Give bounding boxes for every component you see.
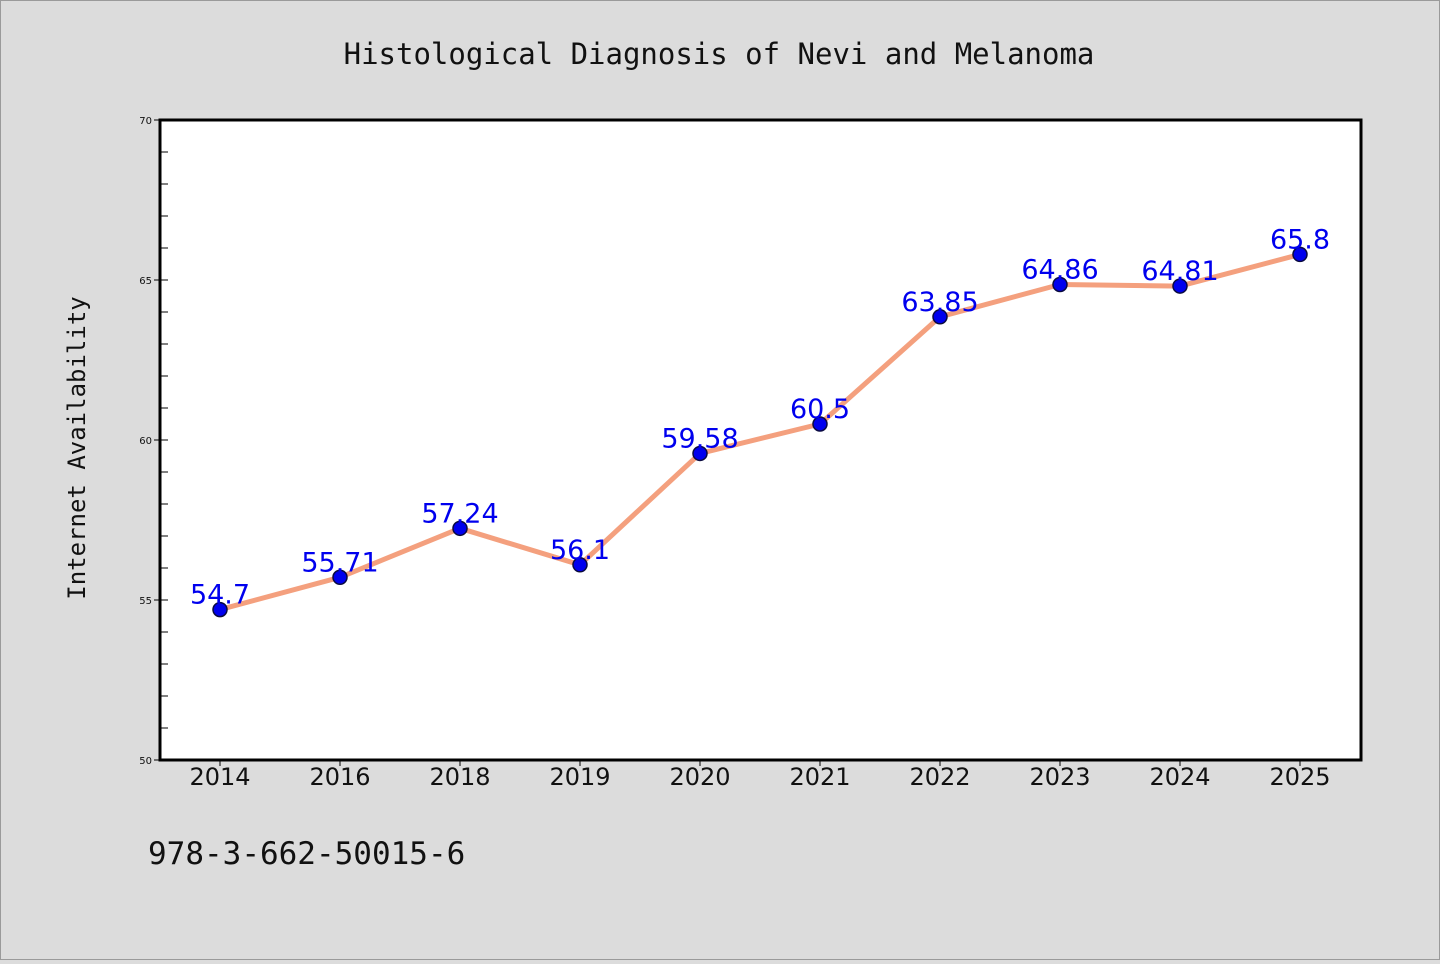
data-point	[1172, 278, 1188, 294]
data-label: 54.7	[190, 580, 250, 611]
isbn-text: 978-3-662-50015-6	[148, 836, 465, 872]
data-labels: 54.7 55.71 57.24 56.1 59.58 60.5 63.85 64.86 64.…	[190, 224, 1330, 610]
data-point	[692, 445, 708, 462]
data-point	[572, 557, 588, 573]
plot-border	[158, 118, 1363, 762]
data-point	[812, 416, 828, 432]
x-tick-label: 2021	[789, 763, 850, 791]
y-tick-label: 65	[139, 276, 152, 287]
data-label: 60.5	[790, 394, 850, 425]
data-point	[212, 601, 228, 618]
data-point	[1052, 276, 1068, 293]
x-tick-label: 2023	[1029, 763, 1090, 791]
data-label: 56.1	[550, 535, 610, 566]
y-axis-label: Internet Availability	[63, 296, 91, 599]
y-tick-label: 55	[139, 596, 152, 607]
chart-title: Histological Diagnosis of Nevi and Melan…	[344, 37, 1095, 71]
y-tick-label: 70	[139, 116, 152, 127]
series-line	[217, 251, 1303, 613]
data-point	[1292, 246, 1308, 263]
series-markers	[212, 246, 1308, 618]
y-tick-label: 50	[139, 756, 152, 767]
x-tick-label: 2024	[1149, 763, 1210, 791]
x-tick-label: 2018	[429, 763, 490, 791]
x-tick-label: 2016	[309, 763, 370, 791]
data-point	[932, 309, 948, 325]
data-label: 64.86	[1021, 254, 1098, 285]
data-point	[332, 569, 348, 586]
x-tick-label: 2022	[909, 763, 970, 791]
x-tick-label: 2019	[549, 763, 610, 791]
data-label: 59.58	[661, 423, 738, 454]
y-tick-label: 60	[139, 436, 152, 447]
x-axis-ticks: 2014 2016 2018 2019 2020 2021 2022 2023 2024 2025	[189, 760, 1331, 791]
data-label: 55.71	[301, 547, 378, 578]
data-point	[452, 520, 468, 537]
data-label: 57.24	[421, 498, 498, 529]
data-label: 63.85	[901, 287, 978, 318]
x-tick-label: 2020	[669, 763, 730, 791]
x-tick-label: 2025	[1269, 763, 1330, 791]
data-label: 64.81	[1141, 256, 1218, 287]
x-tick-label: 2014	[189, 763, 250, 791]
data-label: 65.8	[1270, 224, 1330, 255]
